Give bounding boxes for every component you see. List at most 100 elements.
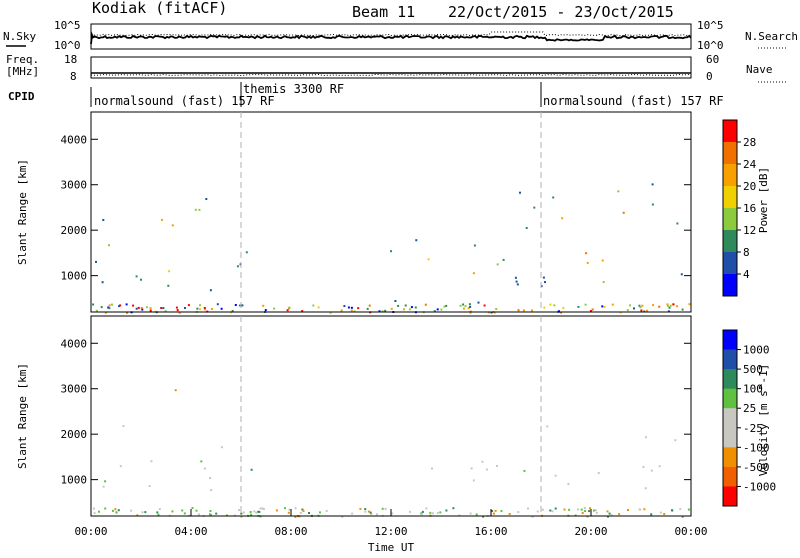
echo-cell <box>679 508 682 511</box>
power-echo-plot <box>92 183 691 314</box>
echo-cell <box>485 468 488 471</box>
echo-cell <box>347 306 350 309</box>
echo-cell <box>666 303 669 306</box>
echo-cell <box>220 307 223 310</box>
echo-cell <box>588 510 591 513</box>
echo-cell <box>611 303 614 306</box>
echo-cell <box>191 507 194 509</box>
echo-cell <box>174 389 177 392</box>
echo-cell <box>161 218 163 221</box>
echo-cell <box>500 510 503 513</box>
echo-cell <box>658 465 661 468</box>
echo-cell <box>643 508 646 511</box>
echo-cell <box>294 507 297 510</box>
x-tick-label: 08:00 <box>274 525 307 538</box>
echo-cell <box>468 303 471 306</box>
colorbar-segment <box>723 330 737 351</box>
echo-cell <box>312 304 315 307</box>
echo-cell <box>424 303 427 306</box>
colorbar-tick-label: 25 <box>743 402 756 415</box>
echo-cell <box>469 512 472 515</box>
echo-cell <box>603 305 606 308</box>
echo-cell <box>531 515 534 518</box>
echo-cell <box>425 507 428 510</box>
echo-cell <box>178 311 181 314</box>
echo-cell <box>367 510 370 513</box>
echo-cell <box>516 283 519 286</box>
echo-cell <box>483 304 486 307</box>
echo-cell <box>414 306 417 309</box>
echo-cell <box>674 439 677 442</box>
echo-cell <box>462 307 465 310</box>
echo-cell <box>286 309 289 312</box>
echo-cell <box>391 512 394 515</box>
echo-cell <box>586 261 589 264</box>
cpid-segment-2: normalsound (fast) 157 RF <box>543 94 724 108</box>
echo-cell <box>203 307 206 309</box>
echo-cell <box>680 273 683 276</box>
echo-cell <box>209 289 212 292</box>
velocity-panel-frame <box>90 315 692 517</box>
echo-cell <box>301 310 304 313</box>
echo-cell <box>517 511 520 514</box>
echo-cell <box>210 489 213 492</box>
echo-cell <box>618 513 621 516</box>
echo-cell <box>445 509 448 512</box>
freq-right-tick-top: 60 <box>706 53 719 66</box>
echo-cell <box>364 510 367 513</box>
colorbar-segment <box>723 274 737 297</box>
echo-cell <box>544 281 546 284</box>
colorbar-tick-label: -500 <box>743 461 770 474</box>
echo-cell <box>242 511 245 514</box>
echo-cell <box>168 270 171 273</box>
echo-cell <box>107 306 110 309</box>
power-panel-frame <box>90 111 692 313</box>
y-tick-label: 1000 <box>61 270 88 283</box>
echo-cell <box>340 309 343 312</box>
echo-cell <box>111 303 113 306</box>
echo-cell <box>581 512 584 514</box>
echo-cell <box>93 512 96 515</box>
colorbar-segment <box>723 164 737 187</box>
echo-cell <box>491 510 494 512</box>
freq-label-line1: Freq. <box>6 53 39 66</box>
echo-cell <box>580 508 583 511</box>
echo-cell <box>160 307 163 309</box>
echo-cell <box>215 512 218 515</box>
echo-cell <box>258 510 261 513</box>
colorbar-tick-label: -1000 <box>743 480 776 493</box>
echo-cell <box>92 507 95 510</box>
colorbar-tick-label: 4 <box>743 268 750 281</box>
time-x-axis: 00:00 04:00 08:00 12:00 16:00 20:00 00:00 <box>74 509 708 538</box>
echo-cell <box>95 309 98 312</box>
echo-cell <box>194 208 197 211</box>
echo-cell <box>542 276 545 279</box>
colorbar-segment <box>723 349 737 370</box>
echo-cell <box>140 307 143 310</box>
noise-right-tick-top: 10^5 <box>697 19 724 32</box>
echo-cell <box>671 509 673 512</box>
echo-cell <box>157 513 160 516</box>
echo-cell <box>148 485 151 488</box>
echo-cell <box>633 307 635 310</box>
echo-cell <box>462 303 465 306</box>
nave-label: Nave <box>746 63 773 76</box>
power-panel: 1000 2000 3000 4000 Slant Range [km] 28 24 20… <box>16 111 770 314</box>
echo-cell <box>125 303 128 306</box>
echo-cell <box>275 509 278 512</box>
echo-cell <box>681 308 684 311</box>
echo-cell <box>645 436 647 439</box>
echo-cell <box>236 265 239 268</box>
echo-cell <box>137 306 140 309</box>
echo-cell <box>262 304 265 307</box>
colorbar-frame <box>722 329 738 507</box>
echo-cell <box>617 190 620 193</box>
echo-cell <box>515 280 518 283</box>
echo-cell <box>368 304 371 307</box>
echo-cell <box>402 308 405 311</box>
echo-cell <box>470 467 473 470</box>
echo-cell <box>381 507 384 510</box>
echo-cell <box>288 508 291 511</box>
echo-cell <box>216 303 219 306</box>
echo-cell <box>375 513 378 516</box>
